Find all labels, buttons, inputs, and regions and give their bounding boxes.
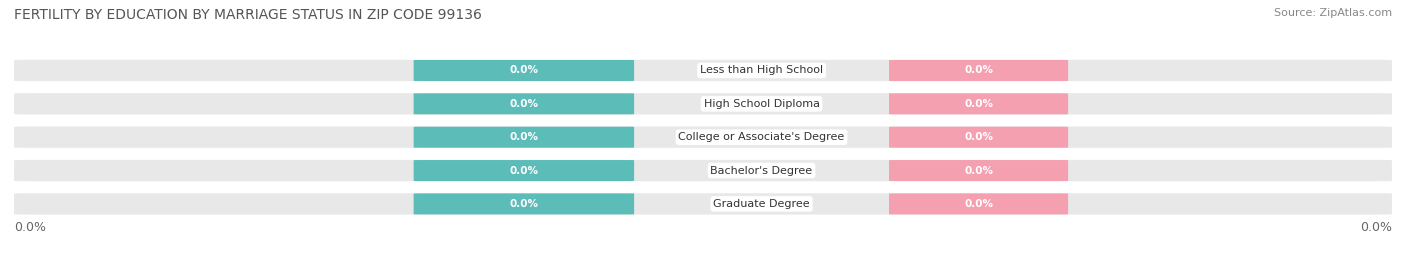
FancyBboxPatch shape [413,160,634,181]
Text: Less than High School: Less than High School [700,65,823,76]
FancyBboxPatch shape [889,60,1069,81]
FancyBboxPatch shape [14,160,1392,181]
Text: Graduate Degree: Graduate Degree [713,199,810,209]
Text: 0.0%: 0.0% [509,165,538,176]
FancyBboxPatch shape [413,193,634,214]
Text: 0.0%: 0.0% [509,65,538,76]
FancyBboxPatch shape [413,127,634,148]
FancyBboxPatch shape [14,126,1392,148]
Text: FERTILITY BY EDUCATION BY MARRIAGE STATUS IN ZIP CODE 99136: FERTILITY BY EDUCATION BY MARRIAGE STATU… [14,8,482,22]
FancyBboxPatch shape [14,60,1392,81]
FancyBboxPatch shape [14,193,1392,215]
Text: 0.0%: 0.0% [965,165,993,176]
FancyBboxPatch shape [14,93,1392,115]
Text: 0.0%: 0.0% [509,99,538,109]
FancyBboxPatch shape [889,127,1069,148]
Text: 0.0%: 0.0% [1360,221,1392,233]
FancyBboxPatch shape [889,193,1069,214]
Text: 0.0%: 0.0% [14,221,46,233]
Text: College or Associate's Degree: College or Associate's Degree [679,132,845,142]
Text: Source: ZipAtlas.com: Source: ZipAtlas.com [1274,8,1392,18]
Text: 0.0%: 0.0% [965,65,993,76]
Text: 0.0%: 0.0% [965,199,993,209]
Text: 0.0%: 0.0% [509,132,538,142]
FancyBboxPatch shape [413,93,634,114]
Text: 0.0%: 0.0% [965,99,993,109]
Text: 0.0%: 0.0% [509,199,538,209]
FancyBboxPatch shape [889,160,1069,181]
Text: High School Diploma: High School Diploma [703,99,820,109]
Text: 0.0%: 0.0% [965,132,993,142]
FancyBboxPatch shape [413,60,634,81]
Text: Bachelor's Degree: Bachelor's Degree [710,165,813,176]
FancyBboxPatch shape [889,93,1069,114]
